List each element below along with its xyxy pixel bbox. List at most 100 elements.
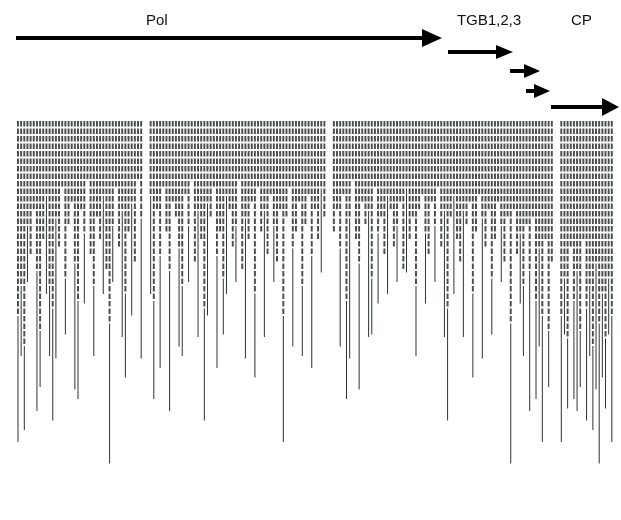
- read-segment: [588, 278, 591, 284]
- read-segment: [64, 211, 67, 217]
- read-segment: [490, 128, 493, 134]
- read-segment: [332, 136, 335, 142]
- read-segment: [607, 128, 610, 134]
- read-segment: [282, 211, 285, 217]
- read-segment: [389, 173, 392, 179]
- read-segment: [222, 173, 225, 179]
- read-segment: [219, 143, 222, 149]
- read-segment: [601, 181, 604, 187]
- read-segment: [244, 136, 247, 142]
- read-segment: [92, 226, 95, 232]
- read-segment: [541, 151, 544, 157]
- read-segment: [465, 128, 468, 134]
- read-segment: [133, 136, 136, 142]
- read-segment: [430, 151, 433, 157]
- read-segment: [576, 256, 579, 262]
- read-segment: [244, 188, 247, 194]
- read-segment: [127, 166, 130, 172]
- read-segment: [415, 248, 417, 254]
- read-segment: [105, 233, 108, 239]
- read-segment: [203, 211, 206, 217]
- read-tail: [311, 256, 313, 368]
- read-segment: [294, 181, 297, 187]
- read-segment: [462, 173, 465, 179]
- read-segment: [181, 151, 184, 157]
- read-segment: [503, 158, 506, 164]
- read-segment: [197, 181, 200, 187]
- read-segment: [531, 181, 534, 187]
- read-segment: [604, 233, 607, 239]
- read-segment: [29, 233, 32, 239]
- read-segment: [569, 128, 572, 134]
- read-tail: [339, 248, 341, 347]
- read-segment: [582, 143, 585, 149]
- read-segment: [105, 151, 108, 157]
- read-segment: [610, 181, 613, 187]
- read-segment: [601, 211, 604, 217]
- read-segment: [276, 188, 278, 194]
- read-segment: [342, 188, 345, 194]
- read-segment: [39, 263, 42, 269]
- read-segment: [304, 188, 307, 194]
- read-segment: [67, 166, 70, 172]
- read-segment: [367, 203, 370, 209]
- read-segment: [276, 256, 278, 262]
- read-segment: [108, 173, 111, 179]
- read-segment: [462, 188, 465, 194]
- read-segment: [92, 128, 95, 134]
- read-segment: [339, 211, 342, 217]
- read-segment: [206, 166, 209, 172]
- read-segment: [92, 248, 95, 254]
- read-segment: [572, 166, 575, 172]
- read-segment: [137, 128, 139, 134]
- read-segment: [354, 128, 357, 134]
- read-segment: [433, 173, 436, 179]
- read-segment: [547, 233, 550, 239]
- read-segment: [541, 143, 544, 149]
- read-segment: [29, 166, 32, 172]
- read-segment: [203, 241, 206, 247]
- read-segment: [377, 136, 380, 142]
- read-segment: [301, 181, 304, 187]
- read-segment: [23, 263, 26, 269]
- read-segment: [528, 241, 531, 247]
- read-segment: [541, 211, 544, 217]
- read-segment: [424, 151, 427, 157]
- read-segment: [266, 158, 269, 164]
- read-segment: [73, 233, 76, 239]
- read-segment: [361, 151, 364, 157]
- read-segment: [487, 151, 490, 157]
- read-segment: [114, 143, 117, 149]
- read-segment: [456, 196, 459, 202]
- read-segment: [538, 143, 541, 149]
- read-segment: [294, 166, 297, 172]
- read-segment: [506, 173, 509, 179]
- read-segment: [121, 151, 124, 157]
- read-segment: [212, 173, 215, 179]
- read-segment: [500, 128, 503, 134]
- read-segment: [459, 151, 462, 157]
- read-segment: [187, 151, 190, 157]
- read-segment: [276, 233, 278, 239]
- read-segment: [373, 128, 376, 134]
- read-segment: [247, 158, 250, 164]
- read-segment: [595, 151, 598, 157]
- read-segment: [212, 151, 215, 157]
- read-segment: [61, 136, 64, 142]
- read-segment: [222, 143, 225, 149]
- read-segment: [159, 218, 162, 224]
- read-segment: [77, 218, 79, 224]
- read-segment: [225, 181, 228, 187]
- read-segment: [51, 218, 54, 224]
- read-segment: [370, 151, 373, 157]
- read-segment: [64, 271, 67, 277]
- read-segment: [89, 143, 92, 149]
- read-segment: [162, 151, 165, 157]
- read-segment: [124, 121, 127, 127]
- read-segment: [203, 173, 206, 179]
- read-segment: [171, 166, 174, 172]
- read-segment: [462, 128, 465, 134]
- read-segment: [35, 151, 38, 157]
- read-segment: [197, 173, 200, 179]
- read-segment: [171, 128, 174, 134]
